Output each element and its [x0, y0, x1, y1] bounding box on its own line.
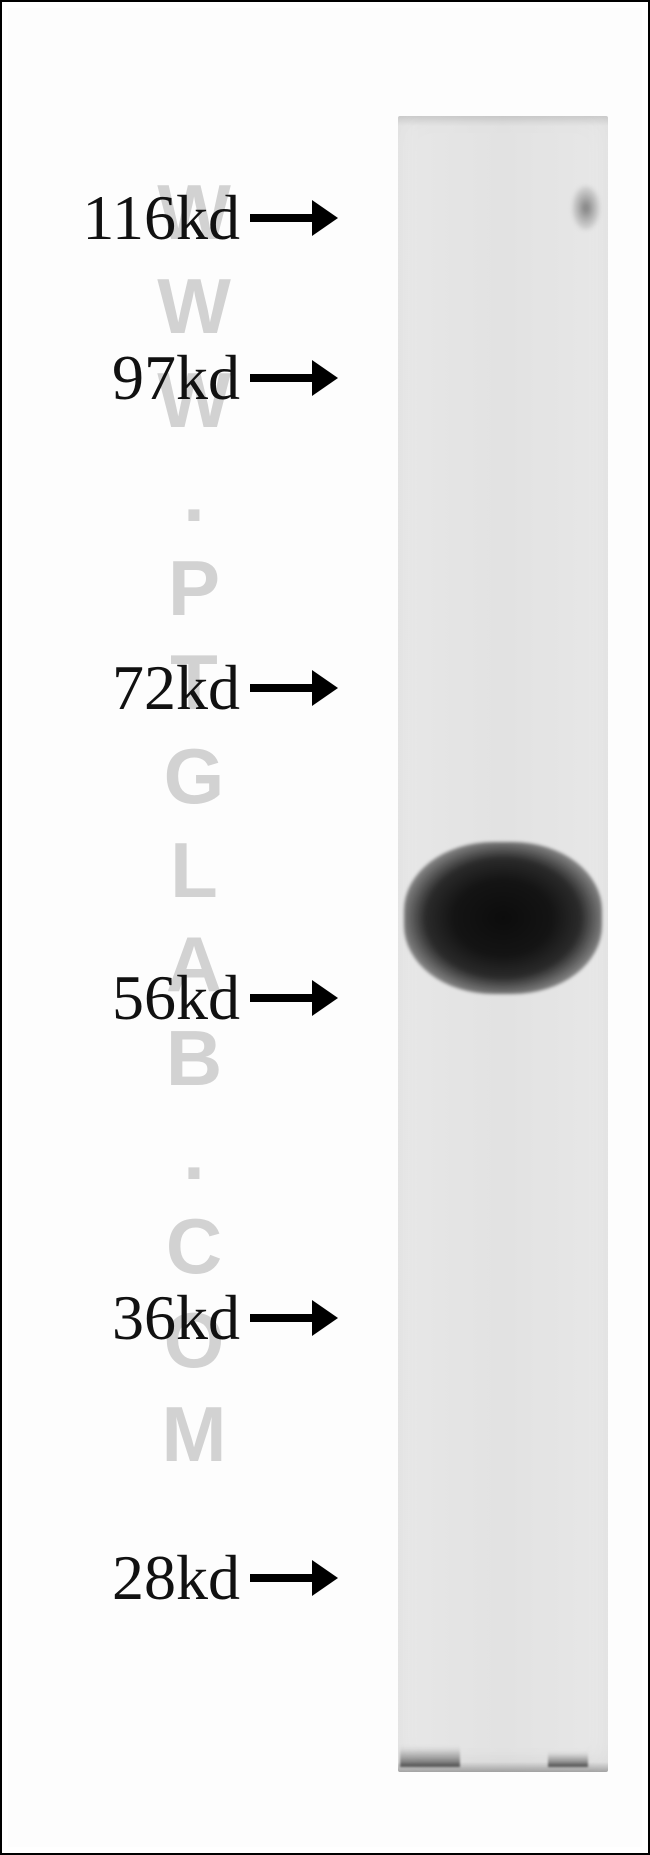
mw-marker-56kd: 56kd — [8, 963, 338, 1033]
mw-marker-label: 56kd — [112, 961, 240, 1035]
arrow-right-icon — [250, 360, 338, 396]
blot-lane — [398, 116, 608, 1772]
mw-marker-28kd: 28kd — [8, 1543, 338, 1613]
blot-band — [404, 842, 602, 994]
blot-smudge — [572, 186, 600, 230]
mw-marker-116kd: 116kd — [8, 183, 338, 253]
blot-smudge — [400, 1745, 460, 1767]
arrow-right-icon — [250, 670, 338, 706]
figure-frame: WWW.PTGLAB.COM 116kd97kd72kd56kd36kd28kd — [0, 0, 650, 1855]
blot-smudge — [548, 1751, 588, 1767]
arrow-right-icon — [250, 1300, 338, 1336]
arrow-right-icon — [250, 200, 338, 236]
figure-canvas: WWW.PTGLAB.COM 116kd97kd72kd56kd36kd28kd — [8, 8, 642, 1847]
mw-marker-label: 116kd — [82, 181, 240, 255]
mw-marker-label: 28kd — [112, 1541, 240, 1615]
mw-marker-36kd: 36kd — [8, 1283, 338, 1353]
mw-marker-72kd: 72kd — [8, 653, 338, 723]
mw-marker-label: 36kd — [112, 1281, 240, 1355]
mw-marker-label: 97kd — [112, 341, 240, 415]
mw-marker-label: 72kd — [112, 651, 240, 725]
mw-marker-97kd: 97kd — [8, 343, 338, 413]
arrow-right-icon — [250, 980, 338, 1016]
arrow-right-icon — [250, 1560, 338, 1596]
